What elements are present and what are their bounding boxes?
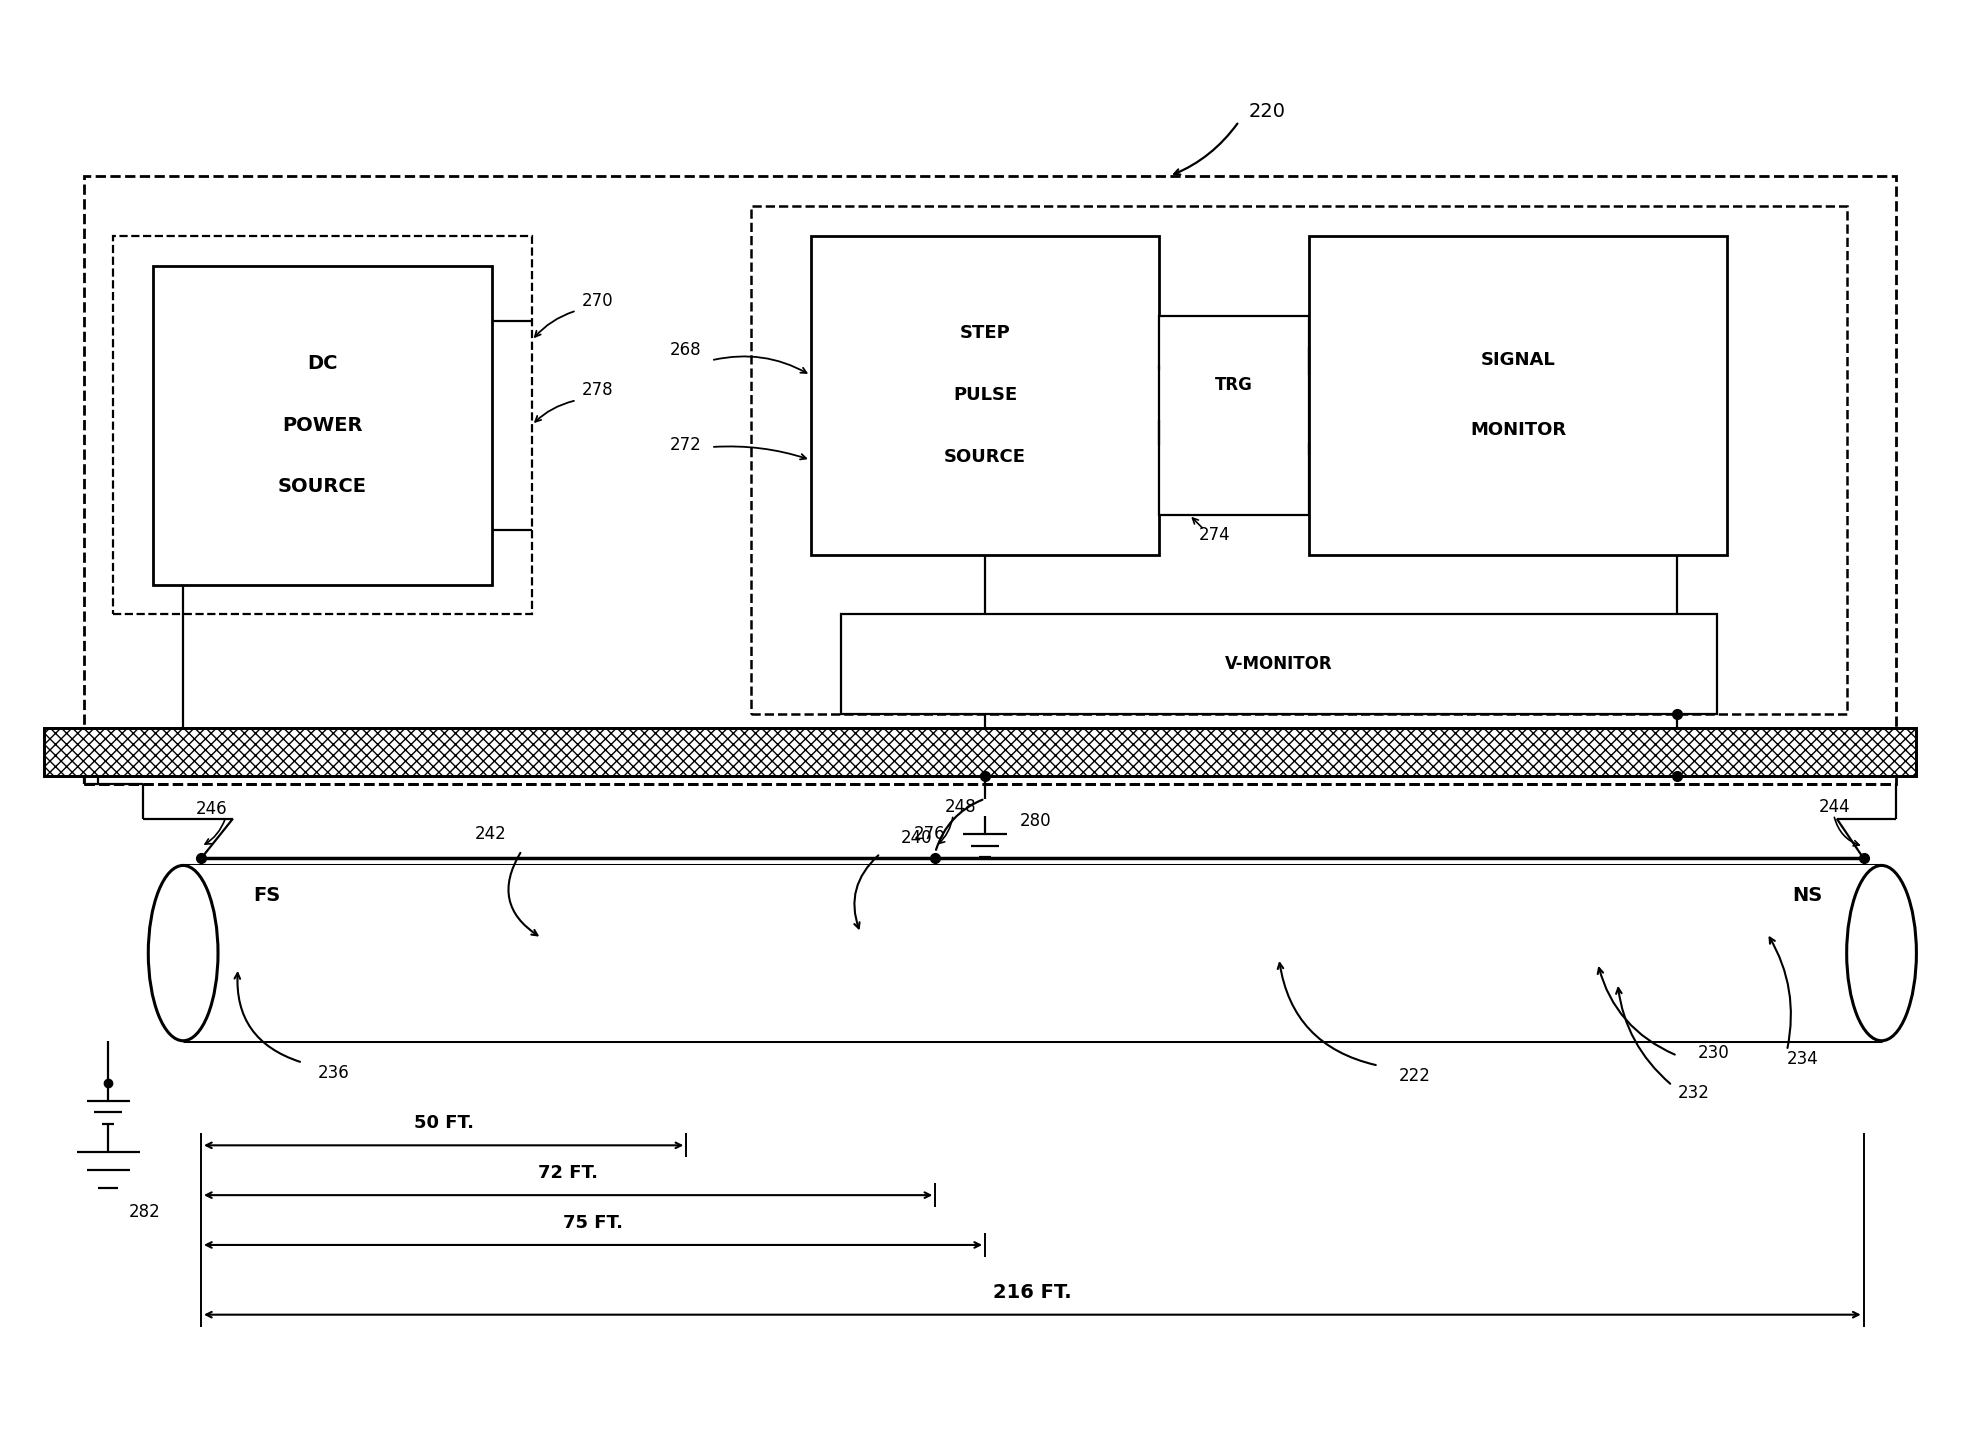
- Text: 75 FT.: 75 FT.: [563, 1215, 623, 1232]
- Text: 220: 220: [1250, 102, 1286, 120]
- Bar: [811, 235, 1159, 555]
- Text: 240: 240: [901, 829, 932, 846]
- Text: 72 FT.: 72 FT.: [538, 1164, 597, 1182]
- Text: PULSE: PULSE: [952, 386, 1018, 404]
- Bar: [183, 866, 1881, 1041]
- Text: V-MONITOR: V-MONITOR: [1224, 655, 1333, 673]
- Bar: [113, 235, 532, 614]
- Text: 246: 246: [196, 800, 228, 817]
- Text: 216 FT.: 216 FT.: [994, 1283, 1071, 1302]
- Text: FS: FS: [252, 886, 280, 905]
- Text: 272: 272: [669, 436, 700, 455]
- Text: 268: 268: [669, 341, 700, 360]
- Text: 232: 232: [1676, 1084, 1708, 1101]
- Text: SOURCE: SOURCE: [278, 478, 367, 496]
- Bar: [44, 728, 1917, 776]
- Text: 282: 282: [129, 1203, 161, 1222]
- Text: 50 FT.: 50 FT.: [413, 1114, 474, 1133]
- Text: 276: 276: [913, 825, 944, 843]
- Text: 280: 280: [1020, 812, 1052, 830]
- Text: POWER: POWER: [282, 416, 363, 435]
- Text: 242: 242: [474, 825, 506, 843]
- Bar: [44, 728, 1917, 776]
- Bar: [44, 728, 1917, 776]
- Text: 230: 230: [1696, 1044, 1728, 1061]
- Bar: [83, 176, 1897, 784]
- Text: STEP: STEP: [960, 324, 1010, 343]
- Text: MONITOR: MONITOR: [1470, 422, 1565, 439]
- Bar: [153, 265, 492, 585]
- Text: 274: 274: [1198, 526, 1230, 543]
- Text: 244: 244: [1819, 797, 1851, 816]
- Bar: [1309, 235, 1728, 555]
- Text: SOURCE: SOURCE: [944, 447, 1026, 466]
- Text: DC: DC: [308, 354, 337, 373]
- Text: 234: 234: [1788, 1050, 1819, 1068]
- Text: NS: NS: [1792, 886, 1821, 905]
- Text: SIGNAL: SIGNAL: [1480, 351, 1555, 370]
- Text: 222: 222: [1399, 1067, 1430, 1084]
- Bar: [1159, 315, 1309, 515]
- Bar: [750, 206, 1847, 714]
- Text: 248: 248: [944, 797, 976, 816]
- Text: TRG: TRG: [1214, 376, 1254, 394]
- Bar: [841, 614, 1718, 714]
- Text: 236: 236: [317, 1064, 349, 1081]
- Text: 278: 278: [581, 381, 613, 399]
- Text: 270: 270: [581, 291, 613, 310]
